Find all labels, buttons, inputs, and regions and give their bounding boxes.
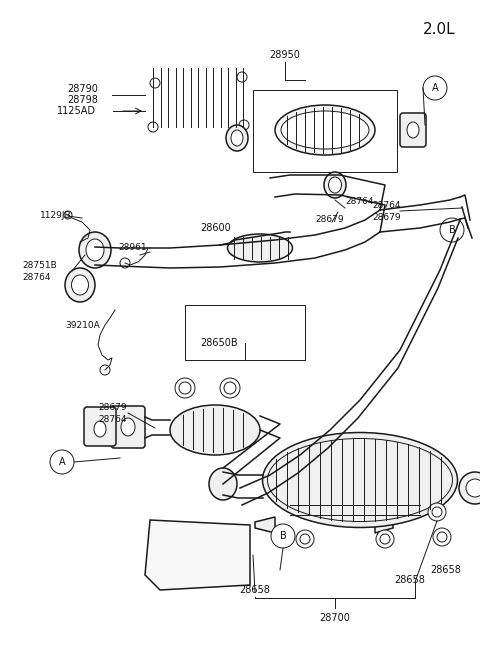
Circle shape xyxy=(423,76,447,100)
Ellipse shape xyxy=(407,122,419,138)
Circle shape xyxy=(440,218,464,242)
Text: 28679: 28679 xyxy=(372,214,401,223)
Ellipse shape xyxy=(226,125,248,151)
FancyBboxPatch shape xyxy=(111,406,145,448)
Circle shape xyxy=(120,258,130,268)
Text: 28764: 28764 xyxy=(345,198,373,206)
Ellipse shape xyxy=(228,234,292,262)
Ellipse shape xyxy=(275,105,375,155)
Ellipse shape xyxy=(94,421,106,437)
Circle shape xyxy=(433,528,451,546)
Text: 28764: 28764 xyxy=(98,415,127,424)
Text: 28658: 28658 xyxy=(240,585,270,595)
Text: 1125AD: 1125AD xyxy=(57,106,96,116)
Text: A: A xyxy=(59,457,65,467)
Circle shape xyxy=(179,382,191,394)
Text: 39210A: 39210A xyxy=(65,320,100,329)
Polygon shape xyxy=(255,517,275,533)
Circle shape xyxy=(64,211,72,219)
Ellipse shape xyxy=(86,239,104,261)
Circle shape xyxy=(150,78,160,88)
Ellipse shape xyxy=(170,405,260,455)
Bar xyxy=(253,90,397,172)
Circle shape xyxy=(296,530,314,548)
Ellipse shape xyxy=(231,130,243,146)
Ellipse shape xyxy=(209,468,237,500)
Ellipse shape xyxy=(328,177,341,193)
Text: 28764: 28764 xyxy=(22,272,50,282)
Circle shape xyxy=(459,472,480,504)
Circle shape xyxy=(428,503,446,521)
Text: 28679: 28679 xyxy=(98,403,127,413)
Ellipse shape xyxy=(263,432,457,527)
Circle shape xyxy=(175,378,195,398)
Circle shape xyxy=(148,122,158,132)
Circle shape xyxy=(437,532,447,542)
FancyBboxPatch shape xyxy=(84,407,116,446)
Circle shape xyxy=(271,524,295,548)
Text: 28679: 28679 xyxy=(315,215,344,225)
Ellipse shape xyxy=(79,232,111,268)
Ellipse shape xyxy=(72,275,88,295)
Circle shape xyxy=(432,507,442,517)
Circle shape xyxy=(224,382,236,394)
Circle shape xyxy=(376,530,394,548)
Circle shape xyxy=(220,378,240,398)
Text: 28961: 28961 xyxy=(118,244,146,252)
Circle shape xyxy=(380,534,390,544)
Text: A: A xyxy=(432,83,438,93)
Text: B: B xyxy=(449,225,456,235)
Text: 2.0L: 2.0L xyxy=(422,22,455,37)
Text: 28764: 28764 xyxy=(372,200,400,210)
Text: 1129JB: 1129JB xyxy=(40,210,72,219)
Text: 28600: 28600 xyxy=(200,223,231,233)
Text: 28700: 28700 xyxy=(320,613,350,623)
Text: 28751B: 28751B xyxy=(22,261,57,269)
Text: 28950: 28950 xyxy=(270,50,300,60)
Circle shape xyxy=(239,120,249,130)
Circle shape xyxy=(100,365,110,375)
Text: 28650B: 28650B xyxy=(200,338,238,348)
Text: 28658: 28658 xyxy=(430,565,461,575)
Bar xyxy=(185,305,305,360)
Ellipse shape xyxy=(121,418,135,436)
Circle shape xyxy=(237,72,247,82)
Ellipse shape xyxy=(65,268,95,302)
Ellipse shape xyxy=(281,111,369,149)
Circle shape xyxy=(50,450,74,474)
Text: 28790: 28790 xyxy=(67,84,98,94)
Polygon shape xyxy=(145,520,250,590)
Circle shape xyxy=(300,534,310,544)
Text: 28658: 28658 xyxy=(395,575,425,585)
Ellipse shape xyxy=(324,172,346,198)
Circle shape xyxy=(466,479,480,497)
Text: B: B xyxy=(280,531,287,541)
Text: 28798: 28798 xyxy=(67,95,98,105)
FancyBboxPatch shape xyxy=(400,113,426,147)
Polygon shape xyxy=(375,517,393,533)
